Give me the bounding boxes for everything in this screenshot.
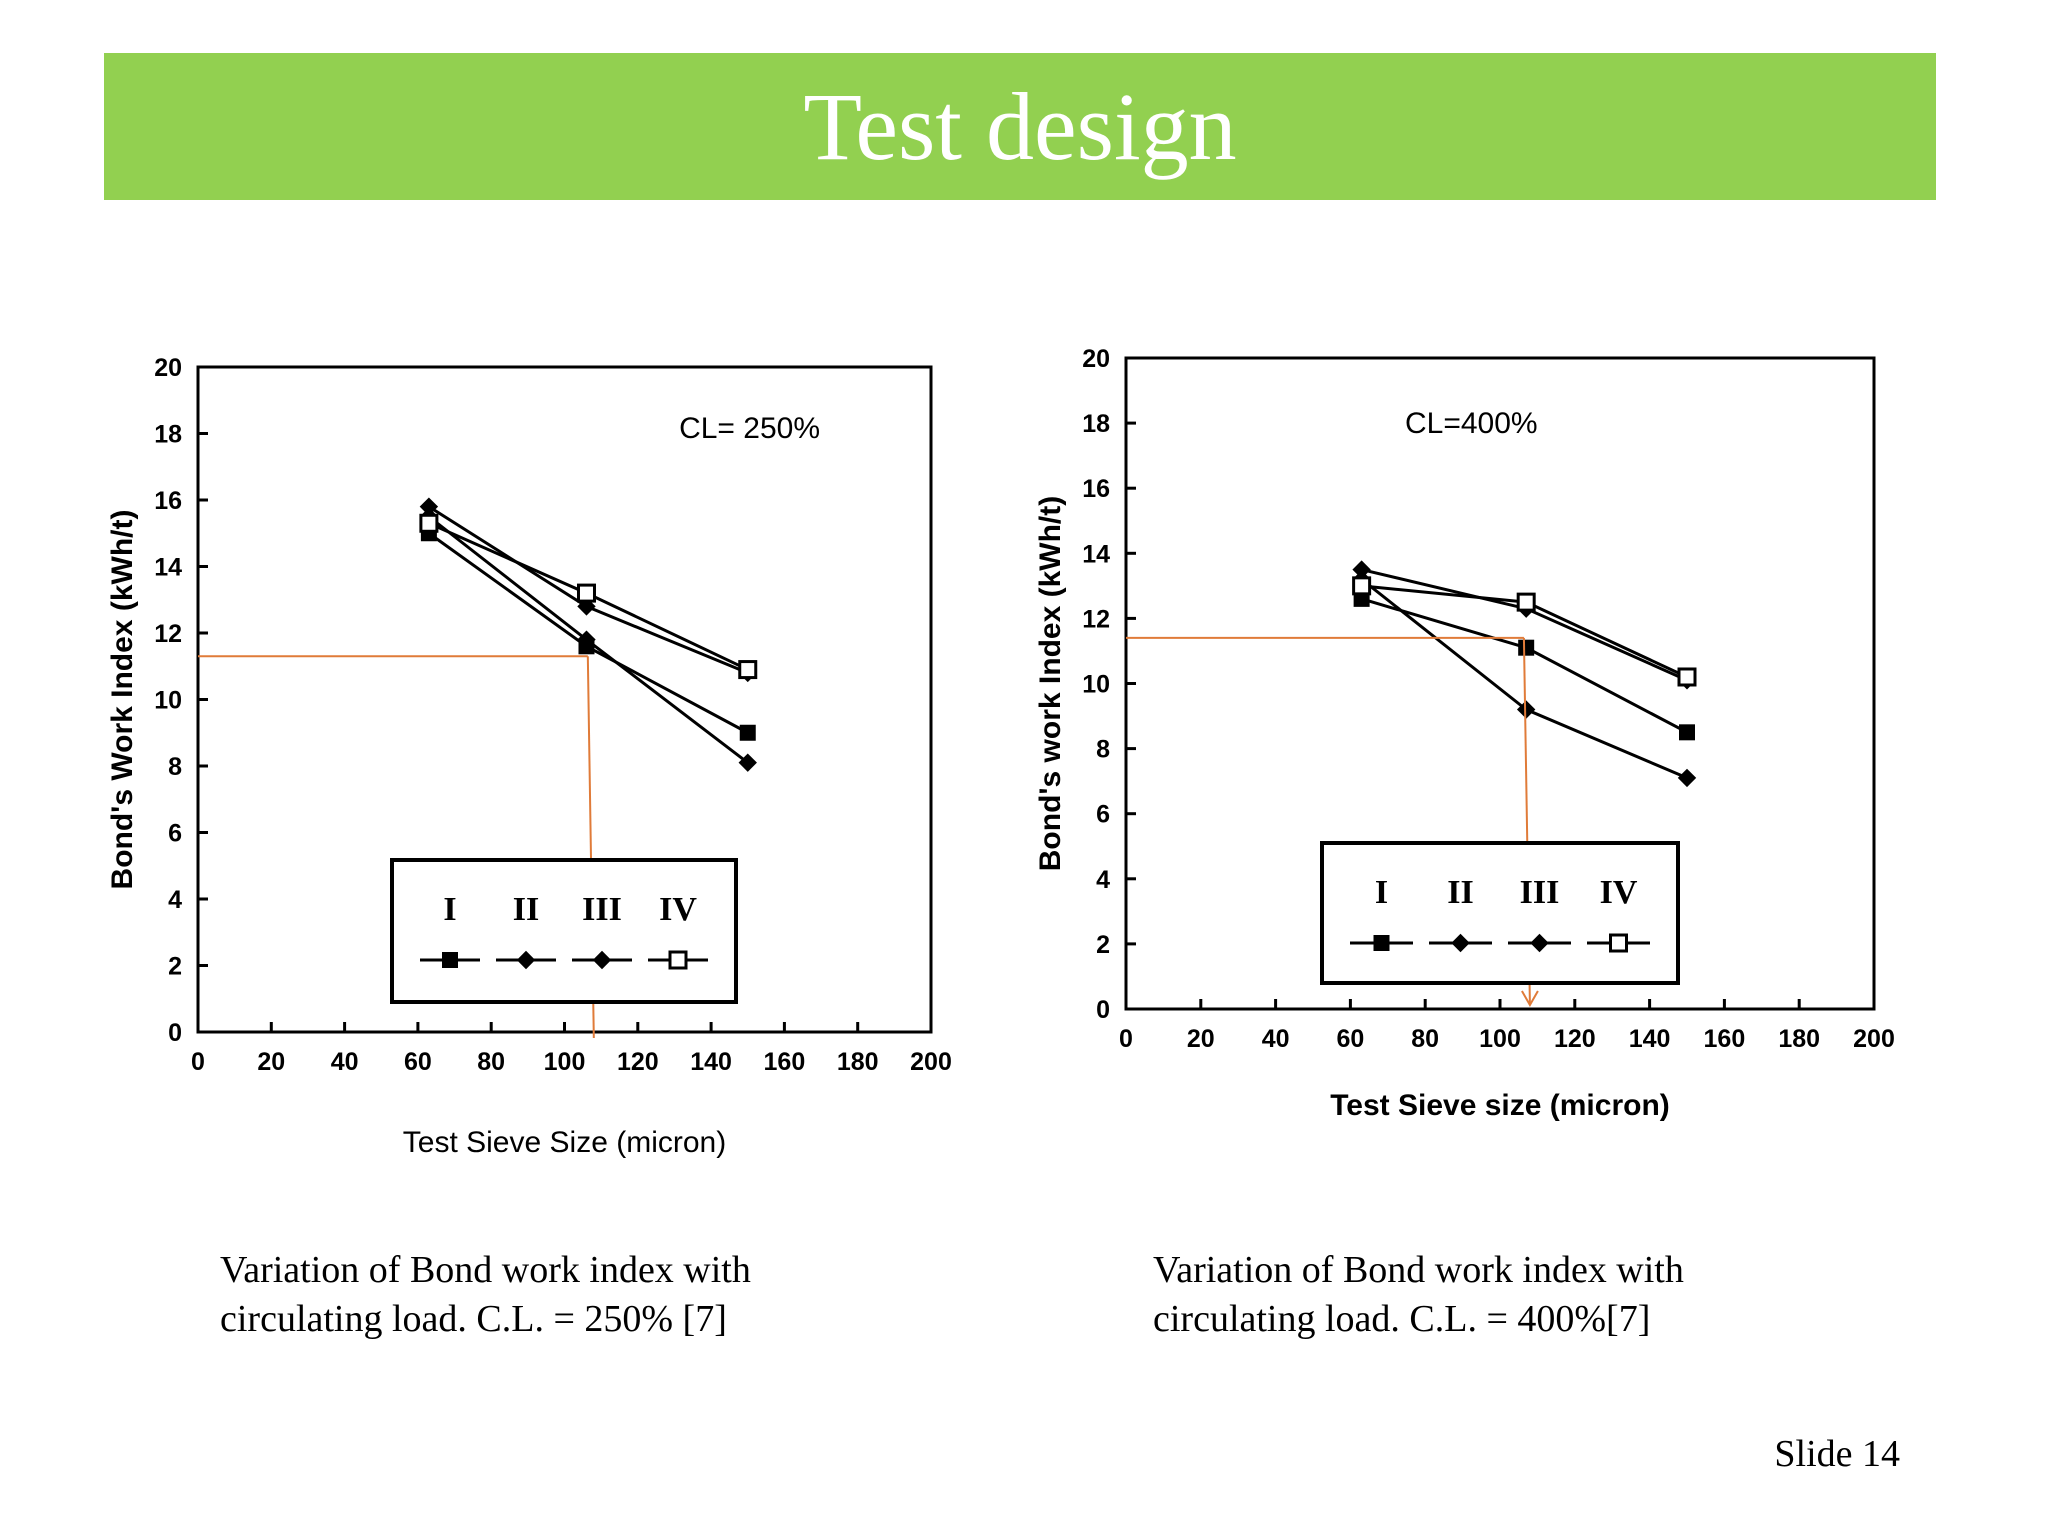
x-tick-label: 160 bbox=[764, 1048, 806, 1076]
legend-marker-I bbox=[442, 952, 458, 968]
y-tick-label: 16 bbox=[1082, 475, 1110, 503]
series-I-point bbox=[1518, 639, 1535, 656]
y-tick-label: 12 bbox=[154, 620, 182, 648]
y-tick-label: 18 bbox=[1082, 410, 1110, 438]
y-tick-label: 0 bbox=[1096, 996, 1110, 1024]
x-tick-label: 140 bbox=[1629, 1025, 1671, 1053]
legend-marker-II bbox=[516, 950, 536, 970]
legend-marker-II bbox=[1451, 933, 1470, 953]
x-tick-label: 60 bbox=[404, 1048, 432, 1076]
x-tick-label: 60 bbox=[1336, 1025, 1364, 1053]
y-tick-label: 18 bbox=[154, 421, 182, 449]
chart-cl-400: 0 20 40 60 80 100 120 140 160 180 200 0 2 4 6 8 10 12 14 16… bbox=[1034, 345, 1895, 1122]
legend-marker-I bbox=[1373, 935, 1390, 951]
legend-label-II: II bbox=[513, 891, 539, 928]
caption-right-line-2: circulating load. C.L. = 400%[7] bbox=[1153, 1298, 1651, 1340]
legend-label-I: I bbox=[443, 891, 456, 928]
series-I-point bbox=[739, 724, 756, 741]
y-tick-label: 20 bbox=[1082, 345, 1110, 373]
series-IV-point bbox=[576, 583, 596, 603]
y-tick-label: 16 bbox=[154, 487, 182, 515]
series-IV-point bbox=[738, 660, 758, 680]
x-tick-label: 200 bbox=[1853, 1025, 1895, 1053]
x-tick-label: 140 bbox=[690, 1048, 732, 1076]
y-tick-label: 8 bbox=[1096, 736, 1110, 764]
x-tick-label: 20 bbox=[257, 1048, 285, 1076]
y-tick-label: 2 bbox=[168, 953, 182, 981]
y-tick-label: 0 bbox=[168, 1019, 182, 1047]
x-tick-label: 120 bbox=[1554, 1025, 1596, 1053]
slide-number: Slide 14 bbox=[1774, 1433, 1900, 1475]
legend-marker-IV bbox=[668, 950, 688, 970]
x-tick-label: 180 bbox=[837, 1048, 879, 1076]
slide-title: Test design bbox=[803, 72, 1237, 180]
legend-label-III: III bbox=[1520, 874, 1560, 911]
x-tick-label: 100 bbox=[544, 1048, 586, 1076]
caption-right-line-1: Variation of Bond work index with bbox=[1153, 1249, 1684, 1291]
legend-marker-III bbox=[592, 950, 612, 970]
y-tick-label: 8 bbox=[168, 753, 182, 781]
y-tick-label: 6 bbox=[168, 820, 182, 848]
series-IV-point bbox=[1516, 592, 1536, 612]
y-tick-label: 4 bbox=[168, 886, 182, 914]
series-II-point bbox=[1677, 768, 1697, 788]
x-tick-label: 180 bbox=[1778, 1025, 1820, 1053]
x-tick-label: 80 bbox=[477, 1048, 505, 1076]
y-tick-label: 14 bbox=[1082, 540, 1110, 568]
cl-annotation: CL=400% bbox=[1405, 407, 1538, 440]
y-tick-label: 20 bbox=[154, 354, 182, 382]
caption-left-line-1: Variation of Bond work index with bbox=[220, 1249, 751, 1291]
guide-arrowhead bbox=[1521, 990, 1539, 1008]
title-bar: Test design bbox=[104, 53, 1936, 200]
y-tick-label: 10 bbox=[1082, 671, 1110, 699]
legend-label-I: I bbox=[1375, 874, 1388, 911]
y-tick-label: 10 bbox=[154, 687, 182, 715]
legend-box bbox=[1320, 841, 1680, 985]
x-tick-label: 100 bbox=[1479, 1025, 1521, 1053]
legend-label-IV: IV bbox=[659, 891, 697, 928]
caption-left-line-2: circulating load. C.L. = 250% [7] bbox=[220, 1298, 727, 1340]
y-tick-label: 6 bbox=[1096, 801, 1110, 829]
y-tick-label: 2 bbox=[1096, 931, 1110, 959]
x-tick-label: 120 bbox=[617, 1048, 659, 1076]
legend-marker-III bbox=[1530, 933, 1549, 953]
series-I-point bbox=[1679, 724, 1695, 741]
y-axis-title: Bond's work Index (kWh/t) bbox=[1034, 496, 1067, 871]
x-axis-title: Test Sieve Size (micron) bbox=[403, 1126, 726, 1159]
series-III-point bbox=[577, 630, 596, 649]
legend-marker-IV bbox=[1609, 933, 1628, 953]
y-tick-label: 12 bbox=[1082, 605, 1110, 633]
x-tick-label: 80 bbox=[1411, 1025, 1439, 1053]
chart-cl-250: 0 20 40 60 80 100 120 140 160 180 200 0 2 4 6 8 10 12 14 16… bbox=[106, 354, 952, 1159]
y-tick-label: 14 bbox=[154, 554, 182, 582]
series-IV-point bbox=[1352, 576, 1372, 596]
y-tick-label: 4 bbox=[1096, 866, 1110, 894]
x-tick-label: 40 bbox=[331, 1048, 359, 1076]
series-IV-point bbox=[419, 513, 439, 533]
x-tick-label: 160 bbox=[1704, 1025, 1746, 1053]
x-tick-label: 40 bbox=[1262, 1025, 1290, 1053]
legend-box bbox=[390, 858, 738, 1004]
x-tick-label: 0 bbox=[191, 1048, 205, 1076]
x-tick-label: 0 bbox=[1119, 1025, 1133, 1053]
y-axis-title: Bond's Work Index (kWh/t) bbox=[106, 510, 139, 890]
caption-right: Variation of Bond work index with circul… bbox=[1153, 1246, 1684, 1344]
legend-label-III: III bbox=[582, 891, 622, 928]
cl-annotation: CL= 250% bbox=[679, 412, 820, 445]
x-tick-label: 200 bbox=[910, 1048, 952, 1076]
legend-label-II: II bbox=[1447, 874, 1473, 911]
x-axis-title: Test Sieve size (micron) bbox=[1330, 1089, 1670, 1122]
x-tick-label: 20 bbox=[1187, 1025, 1215, 1053]
series-IV-point bbox=[1677, 667, 1697, 687]
caption-left: Variation of Bond work index with circul… bbox=[220, 1246, 751, 1344]
legend-label-IV: IV bbox=[1600, 874, 1638, 911]
